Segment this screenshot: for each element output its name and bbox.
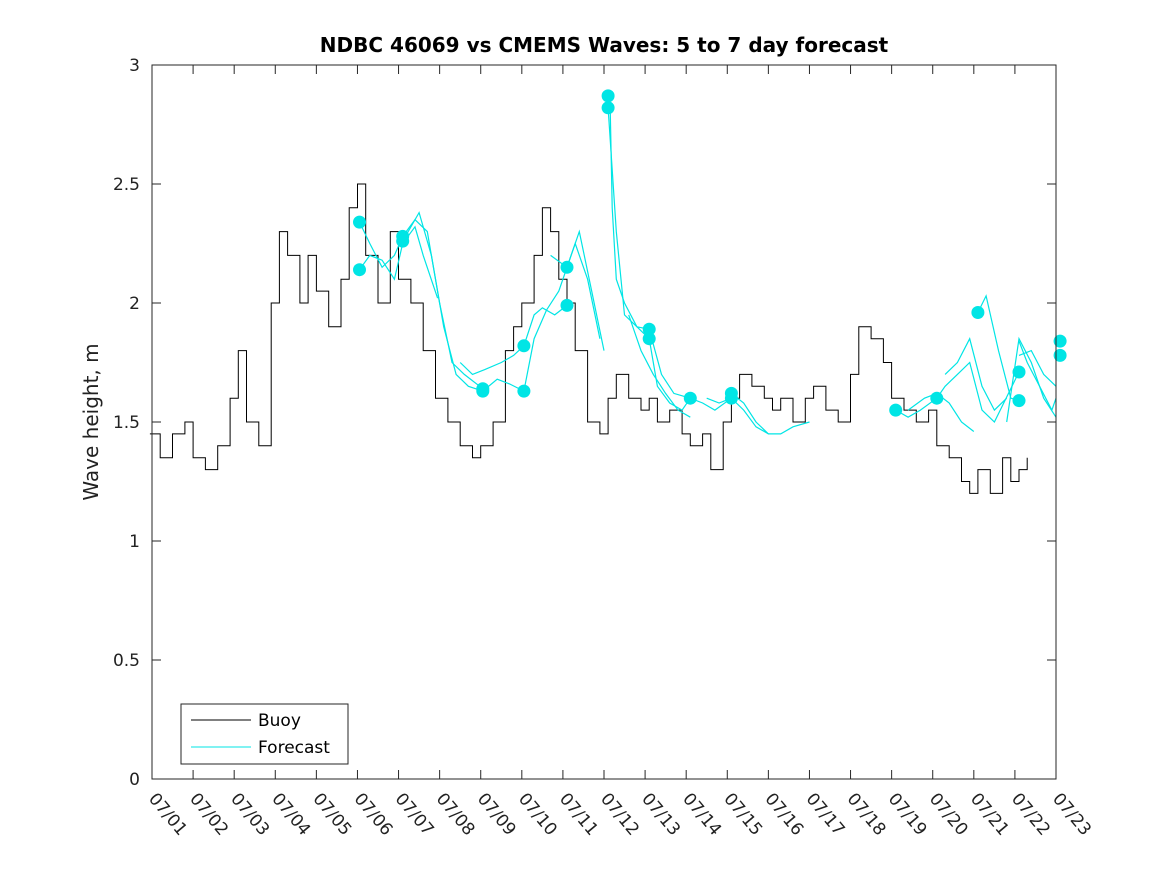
forecast-start-point — [971, 306, 985, 319]
x-tick-label: 07/18 — [843, 789, 890, 839]
y-tick-labels: 0 0.5 1 1.5 2 2.5 3 — [113, 56, 140, 790]
x-tick-label: 07/12 — [596, 789, 643, 839]
series-forecast-line — [648, 338, 732, 411]
x-tick-label: 07/13 — [637, 789, 684, 839]
x-tick-labels: 07/0107/0207/0307/0407/0507/0607/0707/08… — [144, 789, 1095, 839]
legend: Buoy Forecast — [180, 703, 349, 765]
forecast-start-point — [1012, 394, 1026, 408]
x-tick-label: 07/11 — [555, 789, 602, 839]
y-tick-label: 0.5 — [113, 651, 140, 671]
x-tick-label: 07/02 — [185, 789, 232, 839]
plot-area — [152, 65, 1056, 779]
series-buoy-line — [149, 183, 1028, 494]
y-tick-label: 2.5 — [113, 175, 140, 195]
forecast-start-point — [1012, 365, 1026, 379]
series-forecast-line — [402, 211, 483, 392]
y-tick-label: 0 — [129, 770, 140, 790]
series-forecast-line — [628, 314, 691, 418]
x-tick-label: 07/10 — [514, 789, 561, 839]
series-forecast-line — [895, 397, 938, 418]
x-tick-label: 07/08 — [432, 789, 479, 839]
x-tick-label: 07/19 — [884, 789, 931, 839]
x-tick-label: 07/04 — [267, 789, 314, 839]
series-forecast-line — [1018, 349, 1057, 387]
x-tick-label: 07/20 — [925, 789, 972, 839]
legend-forecast-label: Forecast — [258, 738, 330, 758]
forecast-start-point — [517, 384, 531, 398]
series-forecast-line — [1006, 336, 1057, 423]
series-forecast-line — [358, 221, 404, 269]
forecast-start-point — [517, 339, 531, 353]
y-axis-label: Wave height, m — [79, 343, 103, 500]
x-tick-label: 07/14 — [678, 789, 725, 839]
x-tick-label: 07/06 — [350, 789, 397, 839]
x-tick-label: 07/17 — [802, 789, 849, 839]
series-forecast-line — [550, 229, 605, 351]
forecast-start-point — [396, 229, 410, 243]
axis-ticks — [151, 64, 1057, 780]
forecast-start-point — [642, 332, 656, 346]
forecast-start-point — [1053, 334, 1067, 348]
x-tick-label: 07/07 — [391, 789, 438, 839]
series-forecast-line — [359, 225, 439, 299]
chart-title: NDBC 46069 vs CMEMS Waves: 5 to 7 day fo… — [320, 33, 889, 57]
series-forecast-line — [482, 378, 525, 392]
x-tick-label: 07/21 — [966, 789, 1013, 839]
forecast-start-point — [601, 89, 615, 103]
forecast-start-point — [560, 298, 574, 312]
x-tick-label: 07/09 — [473, 789, 520, 839]
y-tick-label: 3 — [129, 56, 140, 76]
forecast-start-point — [642, 322, 656, 336]
x-tick-label: 07/05 — [309, 789, 356, 839]
forecast-start-point — [476, 382, 490, 396]
forecast-start-point — [683, 391, 697, 405]
series-forecast-line — [944, 337, 1008, 412]
x-tick-label: 07/01 — [144, 789, 191, 839]
series-forecast-line — [706, 397, 769, 435]
y-tick-label: 1 — [129, 532, 140, 552]
x-tick-label: 07/15 — [719, 789, 766, 839]
plot-frame — [151, 64, 1057, 780]
series-forecast-line — [459, 345, 525, 376]
forecast-start-point — [724, 391, 738, 405]
x-tick-label: 07/22 — [1007, 789, 1054, 839]
series-forecast-line — [523, 304, 568, 346]
series-forecast-line — [523, 267, 568, 392]
series-forecast-line — [607, 107, 650, 330]
x-tick-label: 07/16 — [761, 789, 808, 839]
y-tick-label: 1.5 — [113, 413, 140, 433]
forecast-start-point — [930, 391, 944, 405]
series-forecast-line — [402, 218, 484, 390]
y-tick-label: 2 — [129, 294, 140, 314]
forecast-start-point — [889, 403, 903, 417]
legend-buoy-label: Buoy — [258, 711, 301, 731]
forecast-start-point — [353, 215, 366, 229]
forecast-start-point — [560, 260, 574, 274]
series-forecast-line — [648, 329, 691, 399]
series-forecast-line — [936, 361, 1020, 424]
forecast-start-point — [601, 101, 615, 115]
x-tick-label: 07/23 — [1048, 789, 1095, 839]
x-tick-label: 07/03 — [226, 789, 273, 839]
legend-box — [180, 703, 349, 765]
forecast-start-point — [1053, 348, 1067, 362]
forecast-start-point — [353, 263, 366, 277]
plot-series — [149, 89, 1067, 494]
